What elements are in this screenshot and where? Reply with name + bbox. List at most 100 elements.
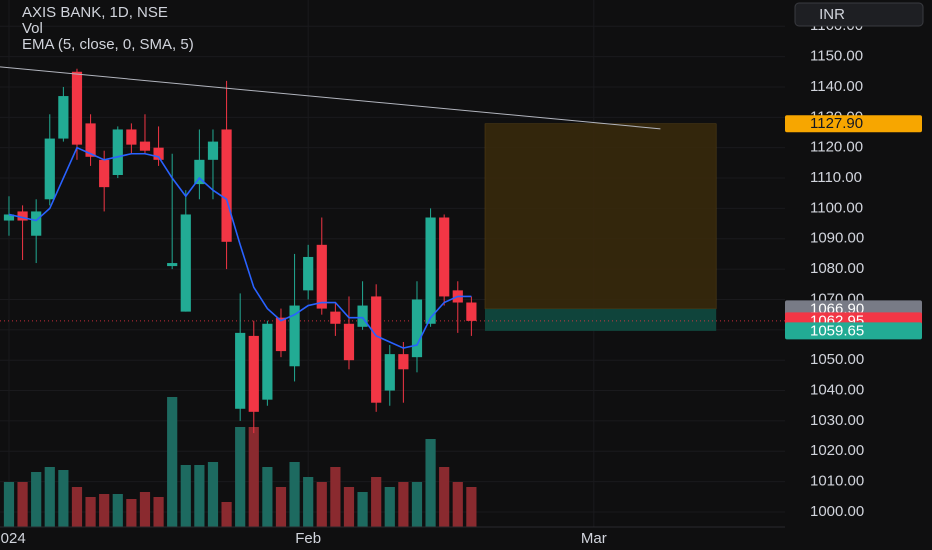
volume-bar [343,487,355,527]
candle-body [112,129,123,175]
candle-body [180,214,191,312]
volume-bar [452,482,463,527]
candle-body [99,159,110,188]
y-tick-label: 1140.00 [810,78,863,95]
y-tick-label: 1090.00 [810,230,864,247]
candle-body [126,129,137,145]
y-tick-label: 1110.00 [810,169,862,186]
volume-bar [411,482,423,527]
volume-bar [112,494,123,527]
candle-body [303,256,314,291]
candle-body [194,159,205,185]
y-tick-label: 1080.00 [810,260,864,277]
x-tick-label: Feb [295,530,321,547]
currency-button[interactable] [794,2,924,27]
y-tick-label: 1030.00 [810,412,864,429]
y-tick-label: 1150.00 [810,48,863,65]
price-axis-bg [785,0,932,550]
position-profit [484,123,717,310]
candle-body [343,323,355,361]
volume-bar [17,482,28,527]
chart-title: AXIS BANK, 1D, NSE [22,4,168,21]
ema-line [8,146,472,349]
candle-body [235,332,246,409]
candle-body [357,305,368,327]
currency-label[interactable]: INR [819,6,845,23]
candle-body [139,141,151,151]
candle-body [316,244,327,309]
volume-bar [235,427,246,527]
volume-bar [71,487,83,527]
volume-bar [275,487,287,527]
candle-body [398,354,409,370]
candle-body [330,311,341,324]
candle-body [44,138,55,200]
volume-bar [207,462,219,527]
y-tick-label: 1000.00 [810,503,864,520]
volume-bar [316,482,327,527]
candle-body [275,317,287,352]
volume-bar [289,462,300,527]
volume-bar [221,502,232,527]
volume-bar [167,397,178,527]
candle-body [58,96,69,139]
candle-body [371,296,382,403]
candle-body [71,71,83,145]
candle-body [466,302,477,321]
x-tick-label: Mar [581,530,607,547]
position-loss [484,308,717,331]
volume-bar [439,467,450,527]
volume-bar [31,472,42,527]
candle-body [289,305,300,367]
y-tick-label: 1120.00 [810,139,863,156]
price-tag-label: 1127.90 [810,115,863,132]
volume-bar [398,482,409,527]
price-tag [785,115,922,133]
candle-body [439,217,450,297]
volume-bar [262,467,273,527]
candle-body [85,123,96,157]
candle-body [31,211,42,236]
volume-bar [194,465,205,527]
volume-bar [248,427,259,527]
volume-bar [425,439,436,527]
candle-body [17,211,28,221]
legend-volume: Vol [22,20,43,37]
price-axis: 1000.00 1010.00 1020.00 1030.00 1040.00 1050.… [785,17,922,520]
volume-bar [126,499,137,527]
x-tick-label: 2024 [0,530,26,547]
volume-bar [139,492,151,527]
volume-bar [153,497,164,527]
volume-bar [371,477,382,527]
candle-body [411,299,423,358]
y-tick-label: 1050.00 [810,351,864,368]
volume-bar [303,477,314,527]
volume-bar [3,482,15,527]
candle-body [153,147,164,160]
y-tick-label: 1020.00 [810,442,864,459]
price-tag-label: 1059.65 [810,322,864,339]
y-tick-label: 1100.00 [810,199,863,216]
candle-body [207,141,219,160]
volume-bar [357,492,368,527]
legend-ema: EMA (5, close, 0, SMA, 5) [22,36,194,53]
candle-body [384,354,395,391]
volume-bar [85,497,96,527]
candle-body [3,214,15,221]
candle-body [167,263,178,267]
candle-body [248,335,259,412]
y-tick-label: 1010.00 [810,473,864,490]
plot-area [0,0,785,527]
candle-body [221,129,232,242]
volume-bar [330,467,341,527]
volume-bar [58,470,69,527]
volume-bar [99,494,110,527]
trend-line [0,66,661,130]
price-tag [785,322,922,340]
volume-bar [44,467,55,527]
volume-bar [384,487,395,527]
volume-bar [180,465,191,527]
